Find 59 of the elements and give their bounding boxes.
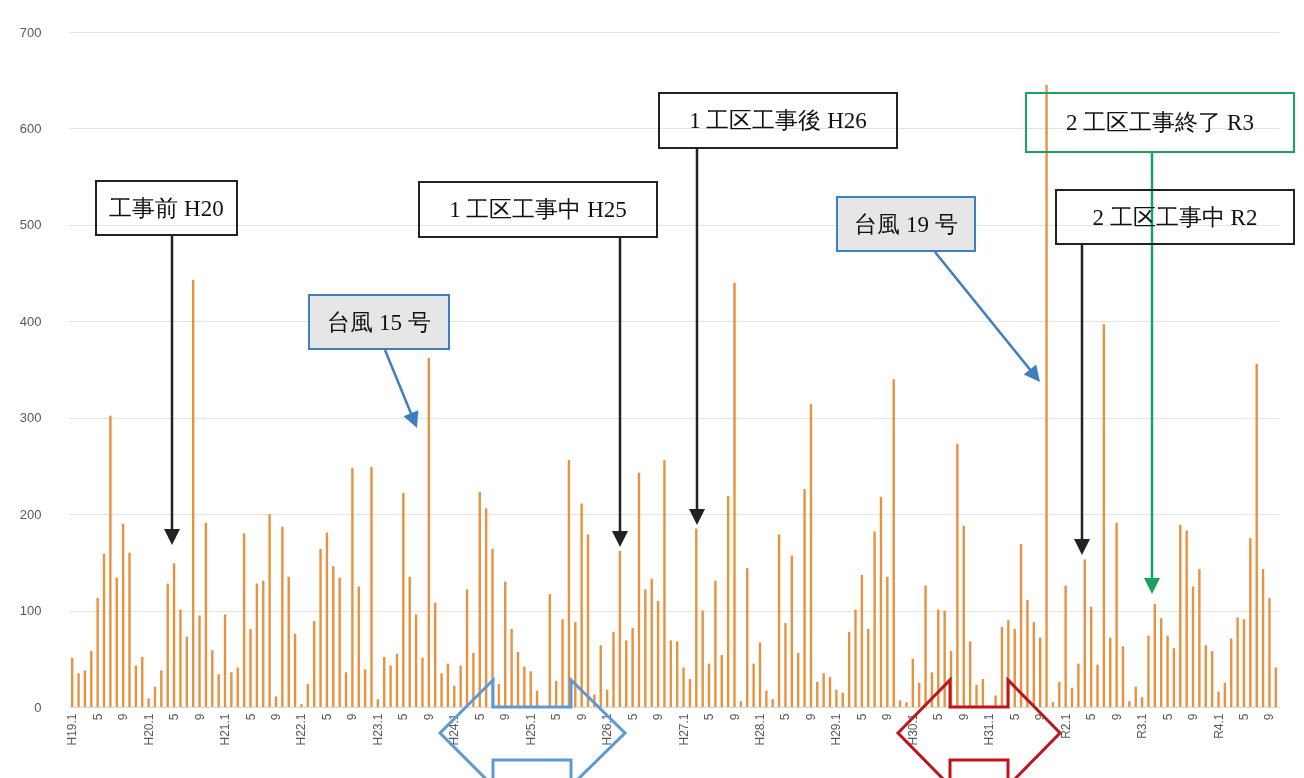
x-tick-label: 5 [549,713,564,721]
y-tick-label: 400 [19,313,42,329]
x-tick-label: 5 [90,713,105,721]
x-tick-label: H23.1 [370,713,385,746]
x-tick-label: R3.1 [1135,713,1150,739]
x-tick-label: 9 [116,713,131,721]
x-tick-label: 5 [243,713,258,721]
x-tick-label: H21.1 [218,713,233,746]
x-tick-label: H29.1 [829,713,844,746]
x-tick-label: 9 [268,713,283,721]
x-tick-label: 5 [1160,713,1175,721]
x-tick-label: 5 [1236,713,1251,721]
x-tick-label: 9 [1186,713,1201,721]
x-tick-label: 9 [574,713,589,721]
x-tick-label: H31.1 [982,713,997,746]
annotation: 1 工区工事後 H26 [658,92,898,149]
y-tick-label: 500 [19,217,42,233]
x-tick-label: 9 [498,713,513,721]
x-tick-label: H28.1 [752,713,767,746]
x-tick-label: H22.1 [294,713,309,746]
x-tick-label: 5 [1007,713,1022,721]
annotation: 2 工区工事終了 R3 [1025,92,1295,153]
y-tick-label: 100 [19,603,42,619]
y-tick-label: 700 [19,24,42,40]
y-tick-label: 600 [19,120,42,136]
x-tick-label: 5 [702,713,717,721]
x-tick-label: 9 [803,713,818,721]
x-tick-label: 5 [1084,713,1099,721]
x-tick-label: R2.1 [1058,713,1073,739]
x-tick-label: 5 [319,713,334,721]
x-tick-label: 5 [625,713,640,721]
x-tick-label: 9 [192,713,207,721]
x-tick-label: 9 [880,713,895,721]
x-tick-label: H27.1 [676,713,691,746]
x-tick-label: 5 [931,713,946,721]
x-tick-label: 5 [854,713,869,721]
x-tick-label: H19.1 [65,713,80,746]
x-tick-label: R4.1 [1211,713,1226,739]
x-tick-label: 5 [167,713,182,721]
x-tick-label: 9 [345,713,360,721]
y-tick-label: 300 [19,410,42,426]
x-tick-label: 5 [472,713,487,721]
annotation: 台風 19 号 [836,196,976,252]
x-tick-label: 9 [727,713,742,721]
x-tick-label: 9 [956,713,971,721]
x-tick-label: H20.1 [141,713,156,746]
x-tick-label: H30.1 [905,713,920,746]
annotation: 1 工区工事中 H25 [418,181,658,238]
y-tick-label: 0 [34,699,42,715]
annotation: 台風 15 号 [308,294,450,350]
annotation: 工事前 H20 [95,180,238,236]
x-tick-label: 9 [1109,713,1124,721]
x-tick-label: 9 [651,713,666,721]
x-tick-label: H25.1 [523,713,538,746]
x-tick-label: 5 [396,713,411,721]
y-tick-label: 200 [19,506,42,522]
x-tick-label: 9 [1262,713,1277,721]
x-tick-label: 9 [421,713,436,721]
x-tick-label: 5 [778,713,793,721]
